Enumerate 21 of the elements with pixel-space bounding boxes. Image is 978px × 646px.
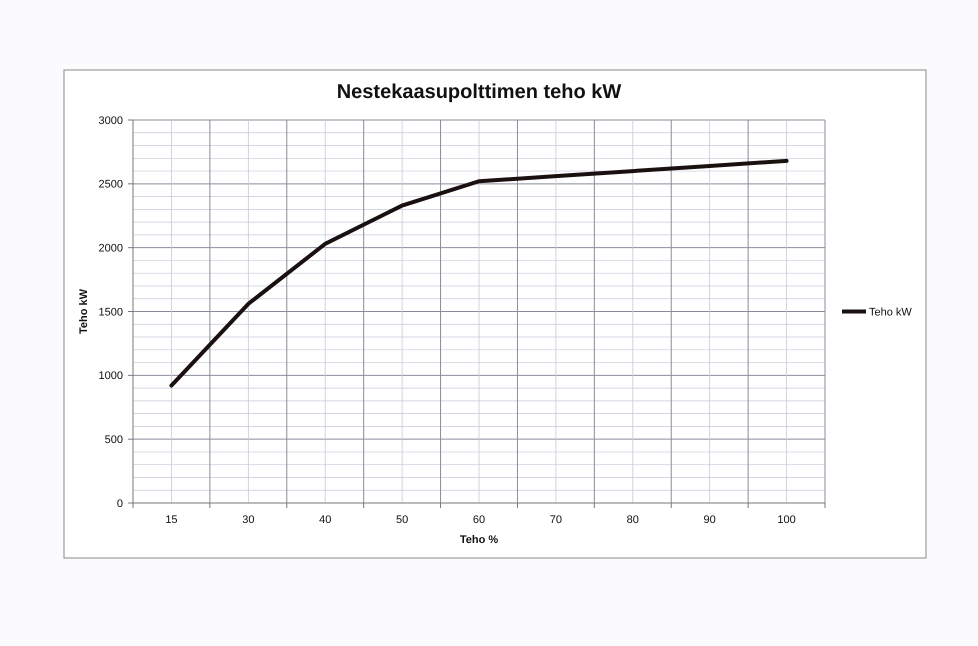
legend-label: Teho kW [869,306,912,318]
x-tick-label: 100 [777,514,796,526]
y-axis-title: Teho kW [78,288,90,334]
y-tick-label: 1500 [98,306,123,318]
y-tick-label: 2000 [98,242,123,255]
line-series [169,158,789,388]
x-tick-label: 15 [165,514,178,526]
y-tick-label: 2500 [98,178,123,191]
y-tick-label: 3000 [98,114,123,127]
x-tick-label: 60 [472,514,486,526]
x-tick-label: 50 [396,514,408,526]
x-tick-label: 80 [626,514,639,526]
x-tick-label: 90 [704,514,716,526]
x-axis-title: Teho % [460,534,498,546]
x-tick-label: 70 [550,514,562,526]
y-tick-label: 1000 [98,370,123,382]
y-tick-label: 0 [116,498,123,510]
x-tick-label: 30 [242,514,254,526]
x-tick-label: 40 [319,514,332,526]
y-tick-label: 500 [104,434,123,446]
chart-title: Nestekaasupolttimen teho kW [336,81,622,103]
